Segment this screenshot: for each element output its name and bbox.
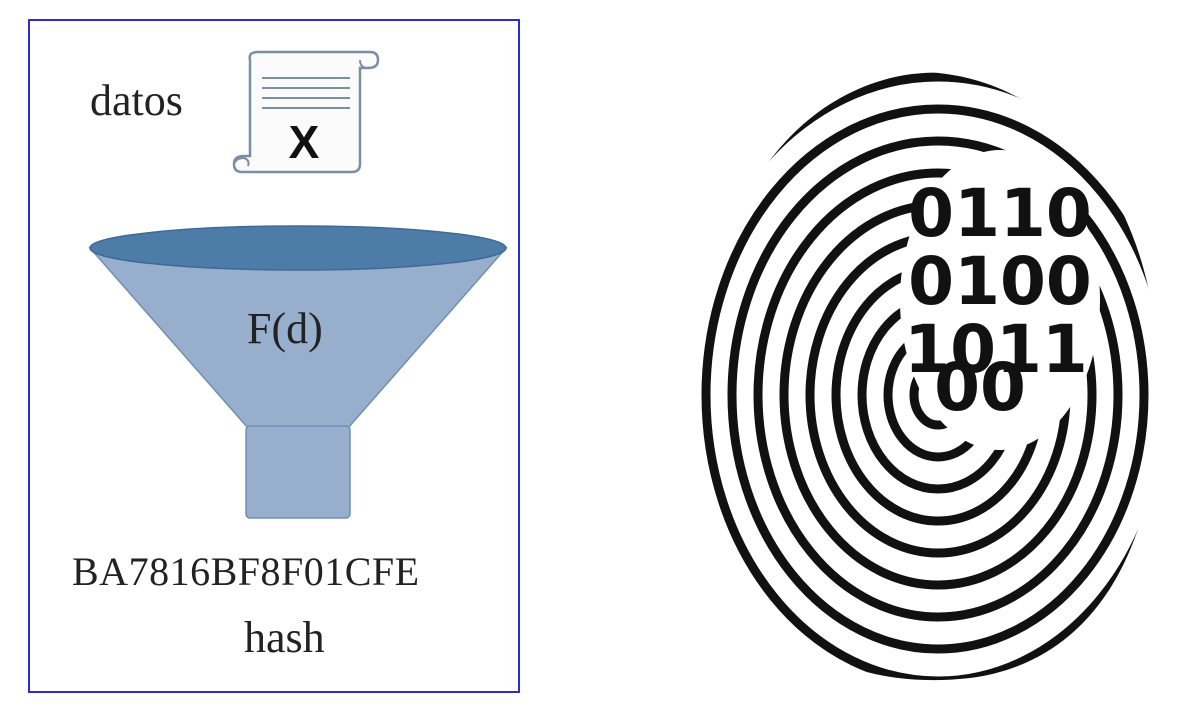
funnel-icon: [88, 225, 508, 519]
fingerprint-icon: 0110 0100 1011 00: [696, 72, 1159, 681]
fingerprint-bits-row-1: 0110: [908, 175, 1092, 252]
fingerprint-bits-row-2: 0100: [908, 243, 1092, 320]
hash-value-text: BA7816BF8F01CFE: [72, 549, 420, 594]
data-label: datos: [90, 76, 183, 125]
fingerprint-bits-row-4: 00: [934, 349, 1026, 426]
fingerprint-bits-row-3: 1011: [904, 311, 1088, 388]
scroll-document-icon: X: [232, 50, 380, 174]
hash-label: hash: [244, 613, 325, 662]
function-label: F(d): [247, 304, 323, 353]
scroll-mark: X: [289, 116, 320, 168]
hash-diagram-panel: [28, 19, 520, 693]
